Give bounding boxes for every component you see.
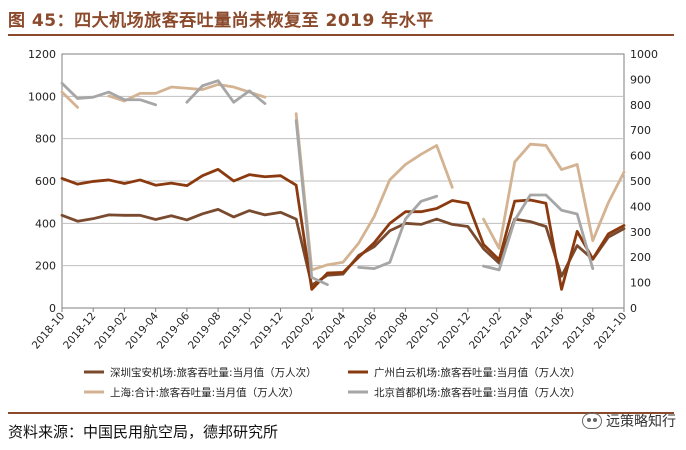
right-tick-label: 800 [630, 99, 651, 112]
line-chart: 0 200 400 600 800 1000 1200 0 100 200 300 400 500 60… [28, 48, 658, 399]
right-tick-label: 100 [630, 277, 651, 290]
series-line-2 [107, 83, 267, 103]
right-tick-label: 600 [630, 150, 651, 163]
left-tick-label: 1200 [28, 48, 56, 61]
left-tick-label: 600 [35, 175, 56, 188]
x-tick-label: 2021-10 [592, 310, 629, 351]
right-axis-ticks: 0 100 200 300 400 500 600 700 800 900 1000 [630, 48, 658, 315]
series-line-3 [357, 194, 439, 271]
legend: 深圳宝安机场:旅客吞吐量:当月值（万人次） 广州白云机场:旅客吞吐量:当月值（万人… [84, 366, 581, 399]
series-line-3 [482, 193, 595, 272]
right-tick-label: 700 [630, 124, 651, 137]
legend-label: 北京首都机场:旅客吞吐量:当月值（万人次） [374, 386, 581, 399]
legend-label: 深圳宝安机场:旅客吞吐量:当月值（万人次） [110, 366, 317, 379]
left-tick-label: 0 [49, 302, 56, 315]
series-line-0 [60, 207, 626, 287]
left-axis-ticks: 0 200 400 600 800 1000 1200 [28, 48, 56, 315]
right-tick-label: 400 [630, 200, 651, 213]
right-tick-label: 300 [630, 226, 651, 239]
right-tick-label: 0 [630, 302, 637, 315]
series-line-1 [60, 167, 626, 291]
series-line-2 [482, 142, 626, 250]
figure-frame [8, 34, 674, 414]
figure-title: 图 45：四大机场旅客吞吐量尚未恢复至 2019 年水平 [8, 11, 434, 31]
right-tick-label: 900 [630, 73, 651, 86]
series-line-2 [60, 90, 80, 109]
series-line-3 [185, 79, 267, 105]
left-tick-label: 400 [35, 217, 56, 230]
series-lines [60, 79, 626, 291]
series-line-3 [60, 81, 158, 107]
right-tick-label: 500 [630, 175, 651, 188]
wechat-icon [582, 413, 602, 429]
right-tick-label: 1000 [630, 48, 658, 61]
left-tick-label: 1000 [28, 90, 56, 103]
watermark-text: 远策略知行 [606, 414, 676, 430]
watermark: 远策略知行 [582, 411, 676, 431]
left-tick-label: 800 [35, 133, 56, 146]
x-axis-ticks: 2018-102018-122019-022019-042019-062019-… [30, 308, 629, 352]
series-line-3 [294, 119, 329, 287]
series-line-2 [294, 112, 454, 272]
left-tick-label: 200 [35, 260, 56, 273]
gridlines [61, 53, 625, 309]
legend-label: 广州白云机场:旅客吞吐量:当月值（万人次） [374, 366, 581, 379]
legend-label: 上海:合计:旅客吞吐量:当月值（万人次） [110, 386, 299, 399]
right-tick-label: 200 [630, 251, 651, 264]
source-note: 资料来源：中国民用航空局，德邦研究所 [8, 423, 279, 441]
